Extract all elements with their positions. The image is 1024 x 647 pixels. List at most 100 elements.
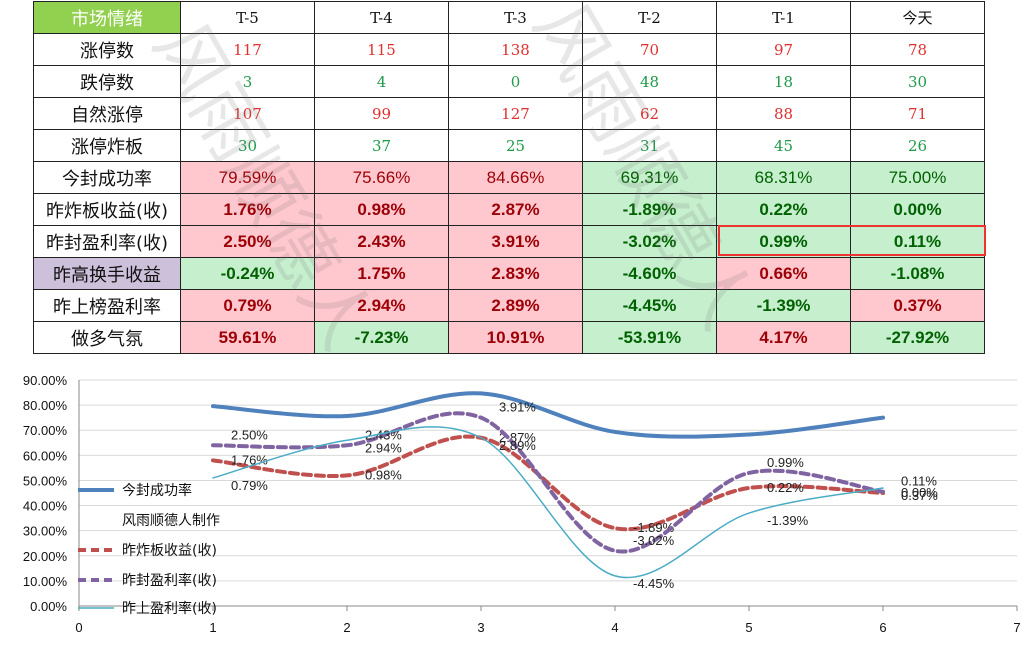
table-cell: 69.31% [582, 161, 717, 194]
data-label: 0.22% [767, 480, 804, 495]
data-label: -3.02% [633, 533, 675, 548]
y-tick-label: 50.00% [23, 473, 68, 488]
y-tick-label: 90.00% [23, 373, 68, 388]
table-cell: -4.45% [582, 289, 717, 322]
data-label: 0.11% [901, 474, 937, 489]
column-header: T-4 [314, 1, 449, 34]
table-cell: 0.11% [850, 225, 985, 258]
table-cell: 71 [850, 97, 985, 130]
data-label: 2.94% [365, 440, 402, 455]
table-cell: 62 [582, 97, 717, 130]
table-cell: 4.17% [716, 321, 851, 354]
x-tick-label: 1 [209, 620, 216, 635]
table-row: 昨炸板收益(收) 1.76% 0.98% 2.87% -1.89% 0.22% 0.00% [33, 193, 985, 226]
column-header: T-5 [180, 1, 315, 34]
table-cell: 26 [850, 129, 985, 162]
table-cell: 88 [716, 97, 851, 130]
table-row: 昨封盈利率(收) 2.50% 2.43% 3.91% -3.02% 0.99% 0.11% [33, 225, 985, 258]
table-cell: 59.61% [180, 321, 315, 354]
y-tick-label: 40.00% [23, 499, 68, 514]
table-cell: 2.83% [448, 257, 583, 290]
x-tick-label: 4 [611, 620, 618, 635]
data-label: -1.39% [767, 513, 809, 528]
table-cell: -1.08% [850, 257, 985, 290]
table-header-row: 市场情绪 T-5 T-4 T-3 T-2 T-1 今天 [33, 1, 985, 34]
table-cell: 84.66% [448, 161, 583, 194]
table-cell: 70 [582, 33, 717, 66]
row-label: 昨封盈利率(收) [33, 225, 181, 258]
table-cell: 68.31% [716, 161, 851, 194]
header-label: 市场情绪 [33, 1, 181, 34]
data-label: 0.00% [901, 485, 938, 500]
data-label: 0.98% [365, 467, 402, 482]
legend-note: 风雨顺德人制作 [122, 513, 220, 529]
table-cell: 2.43% [314, 225, 449, 258]
row-label: 跌停数 [33, 65, 181, 98]
series-line [211, 434, 885, 532]
market-sentiment-table: 市场情绪 T-5 T-4 T-3 T-2 T-1 今天 涨停数 117 115 138 70 97 78 跌… [33, 1, 985, 354]
x-tick-label: 7 [1013, 620, 1020, 635]
table-cell: -4.60% [582, 257, 717, 290]
data-label: 1.76% [231, 452, 268, 467]
table-cell: 3 [180, 65, 315, 98]
table-cell: 1.75% [314, 257, 449, 290]
table-cell: 117 [180, 33, 315, 66]
table-cell: 2.89% [448, 289, 583, 322]
table-cell: 0.98% [314, 193, 449, 226]
table-cell: -1.39% [716, 289, 851, 322]
table-cell: 0.66% [716, 257, 851, 290]
data-label: 0.79% [231, 478, 268, 493]
table-cell: 75.66% [314, 161, 449, 194]
column-header: 今天 [850, 1, 985, 34]
legend-label: 昨炸板收益(收) [122, 543, 217, 559]
row-label: 涨停数 [33, 33, 181, 66]
highlight-box [718, 225, 986, 256]
table-cell: 0.79% [180, 289, 315, 322]
table-cell: 0.22% [716, 193, 851, 226]
table-cell: 3.91% [448, 225, 583, 258]
table-cell: 0 [448, 65, 583, 98]
x-tick-label: 3 [477, 620, 484, 635]
table-cell: 97 [716, 33, 851, 66]
series-line [211, 411, 885, 554]
x-tick-label: 2 [343, 620, 350, 635]
data-label: 0.37% [901, 488, 938, 503]
table-cell: 138 [448, 33, 583, 66]
table-cell: 31 [582, 129, 717, 162]
row-label: 昨高换手收益 [33, 257, 181, 290]
table-cell: 25 [448, 129, 583, 162]
data-label: 2.89% [499, 438, 536, 453]
row-label: 昨炸板收益(收) [33, 193, 181, 226]
column-header: T-2 [582, 1, 717, 34]
row-label: 自然涨停 [33, 97, 181, 130]
y-tick-label: 80.00% [23, 398, 68, 413]
line-chart: 0.00%10.00%20.00%30.00%40.00%50.00%60.00… [23, 373, 1021, 635]
row-label: 昨上榜盈利率 [33, 289, 181, 322]
row-label: 今封成功率 [33, 161, 181, 194]
table-cell: 0.99% [716, 225, 851, 258]
table-cell: 10.91% [448, 321, 583, 354]
legend-label: 昨上盈利率(收) [122, 600, 217, 617]
x-tick-label: 5 [745, 620, 752, 635]
table-cell: -27.92% [850, 321, 985, 354]
table-row: 做多气氛 59.61% -7.23% 10.91% -53.91% 4.17% -27.92… [33, 321, 985, 354]
series-line [212, 426, 884, 579]
table-cell: 18 [716, 65, 851, 98]
table-cell: 107 [180, 97, 315, 130]
table-cell: 2.87% [448, 193, 583, 226]
table-cell: -7.23% [314, 321, 449, 354]
table-row: 自然涨停 107 99 127 62 88 71 [33, 97, 985, 130]
table-cell: 99 [314, 97, 449, 130]
row-label: 涨停炸板 [33, 129, 181, 162]
table-row: 昨上榜盈利率 0.79% 2.94% 2.89% -4.45% -1.39% 0.37% [33, 289, 985, 322]
series-line [211, 391, 885, 439]
table-cell: 75.00% [850, 161, 985, 194]
x-tick-label: 0 [75, 620, 82, 635]
table-cell: 45 [716, 129, 851, 162]
table-row: 涨停炸板 30 37 25 31 45 26 [33, 129, 985, 162]
table-row: 跌停数 3 4 0 48 18 30 [33, 65, 985, 98]
legend-label: 昨封盈利率(收) [122, 572, 217, 589]
table-row: 昨高换手收益 -0.24% 1.75% 2.83% -4.60% 0.66% -1.08% [33, 257, 985, 290]
table-cell: 37 [314, 129, 449, 162]
data-label: 0.99% [767, 455, 804, 470]
